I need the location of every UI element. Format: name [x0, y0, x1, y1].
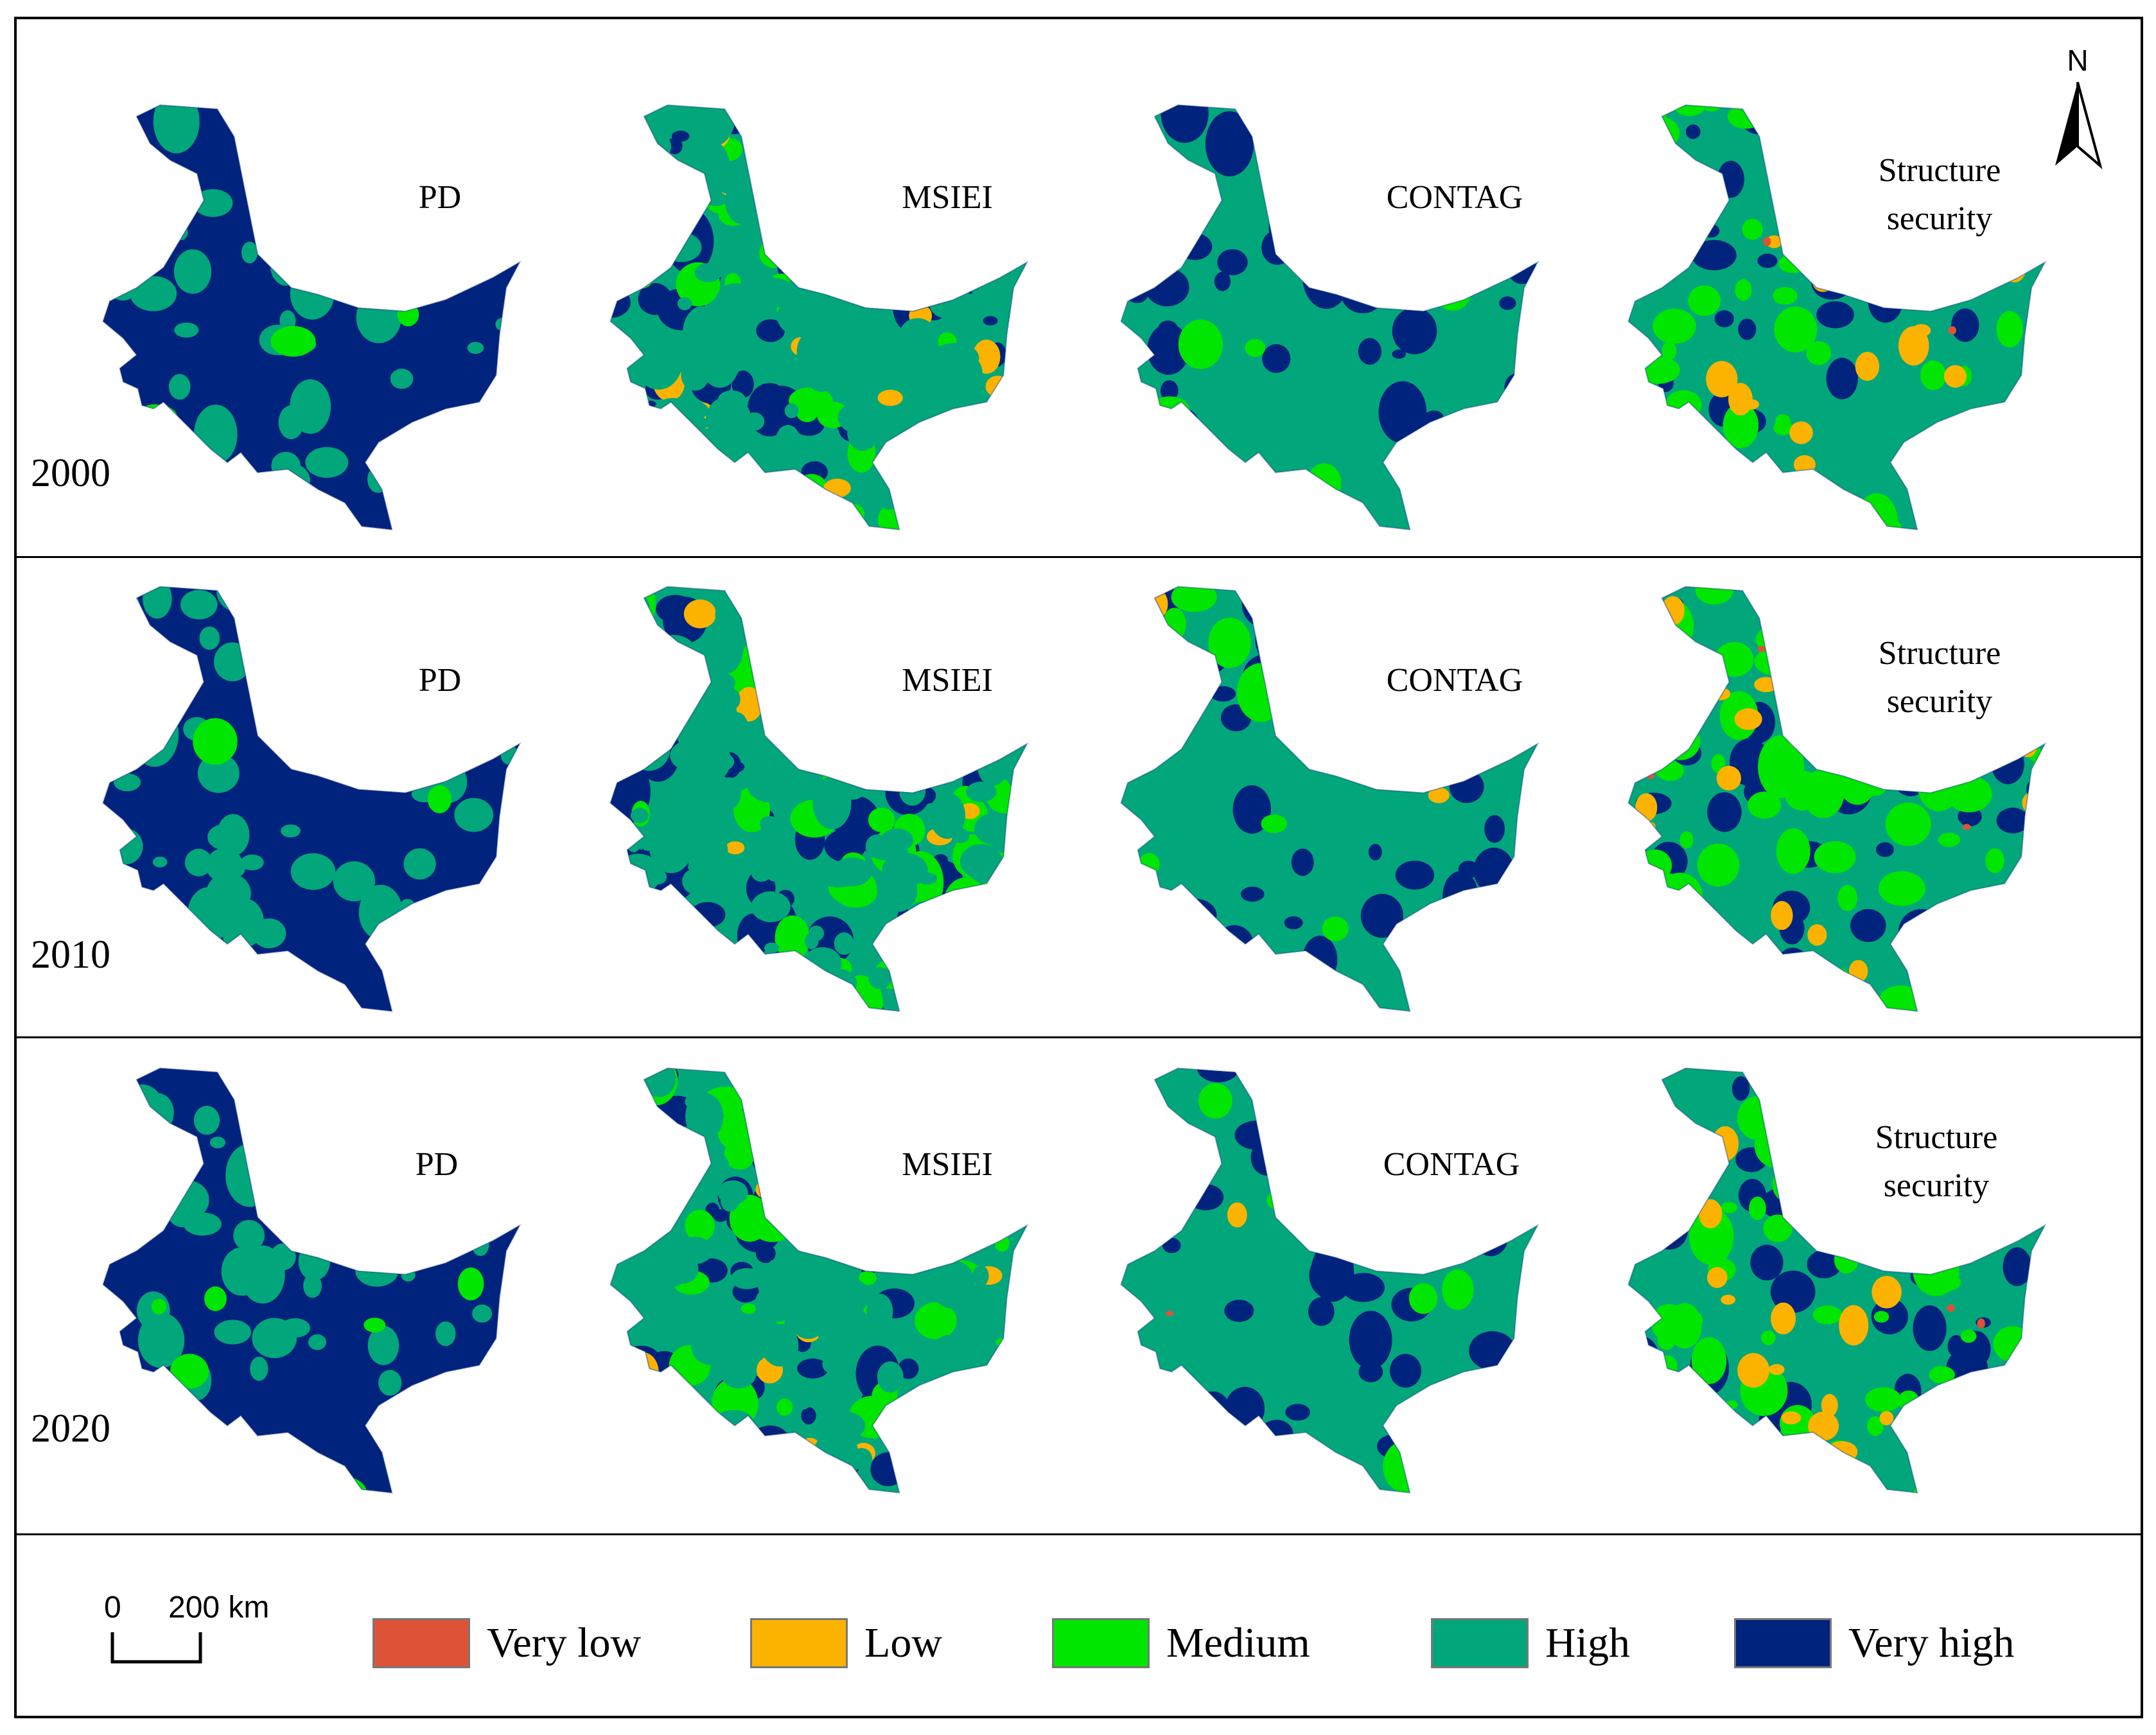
legend-item-low: Low — [750, 1618, 942, 1668]
map-contag-2000 — [1120, 104, 1539, 530]
map-contag-2010 — [1120, 586, 1539, 1012]
map-msiei-2020 — [609, 1067, 1029, 1494]
label-pd: PD — [418, 179, 462, 216]
label-structure-security: Structure security — [1878, 152, 2001, 238]
legend-label-very-high: Very high — [1848, 1619, 2015, 1666]
scale-end: 200 km — [168, 1591, 270, 1625]
label-msiei: MSIEI — [902, 662, 993, 699]
year-label-2020: 2020 — [31, 1407, 110, 1451]
legend-item-very-low: Very low — [372, 1618, 641, 1668]
legend-label-low: Low — [864, 1619, 942, 1666]
year-label-2010: 2010 — [31, 933, 110, 977]
label-structure-security: Structure security — [1875, 1119, 1998, 1205]
map-contag-2020 — [1120, 1067, 1539, 1494]
map-structure-2020 — [1627, 1067, 2047, 1494]
map-msiei-2000 — [609, 104, 1029, 530]
year-label-2000: 2000 — [31, 451, 110, 495]
label-contag: CONTAG — [1386, 179, 1523, 216]
map-structure-2010 — [1627, 586, 2047, 1012]
map-structure-2000 — [1627, 104, 2047, 530]
label-pd: PD — [415, 1146, 459, 1183]
legend-swatch-very-high — [1734, 1618, 1832, 1668]
legend-swatch-low — [750, 1618, 848, 1668]
map-pd-2000 — [102, 104, 521, 530]
legend-swatch-medium — [1052, 1618, 1150, 1668]
label-structure-security: Structure security — [1878, 635, 2001, 720]
legend-swatch-very-low — [372, 1618, 470, 1668]
legend-item-high: High — [1431, 1618, 1630, 1668]
scale-start: 0 — [104, 1591, 121, 1625]
legend-item-very-high: Very high — [1734, 1618, 2014, 1668]
label-contag: CONTAG — [1386, 662, 1523, 699]
map-pd-2020 — [102, 1067, 521, 1494]
legend-label-very-low: Very low — [487, 1619, 642, 1666]
scale-bar — [110, 1632, 202, 1664]
row-divider — [14, 556, 2143, 558]
row-divider — [14, 1036, 2143, 1038]
legend-label-high: High — [1545, 1619, 1630, 1666]
map-msiei-2010 — [609, 586, 1029, 1012]
map-pd-2010 — [102, 586, 521, 1012]
label-contag: CONTAG — [1383, 1146, 1520, 1183]
label-msiei: MSIEI — [902, 1146, 993, 1183]
label-pd: PD — [418, 662, 462, 699]
legend-divider — [14, 1533, 2143, 1535]
legend-label-medium: Medium — [1166, 1619, 1310, 1666]
north-label: N — [2067, 44, 2088, 77]
legend-item-medium: Medium — [1052, 1618, 1310, 1668]
north-arrow-icon: N — [2055, 44, 2103, 170]
legend-swatch-high — [1431, 1618, 1529, 1668]
label-msiei: MSIEI — [902, 179, 993, 216]
map-frame — [14, 17, 2143, 1718]
